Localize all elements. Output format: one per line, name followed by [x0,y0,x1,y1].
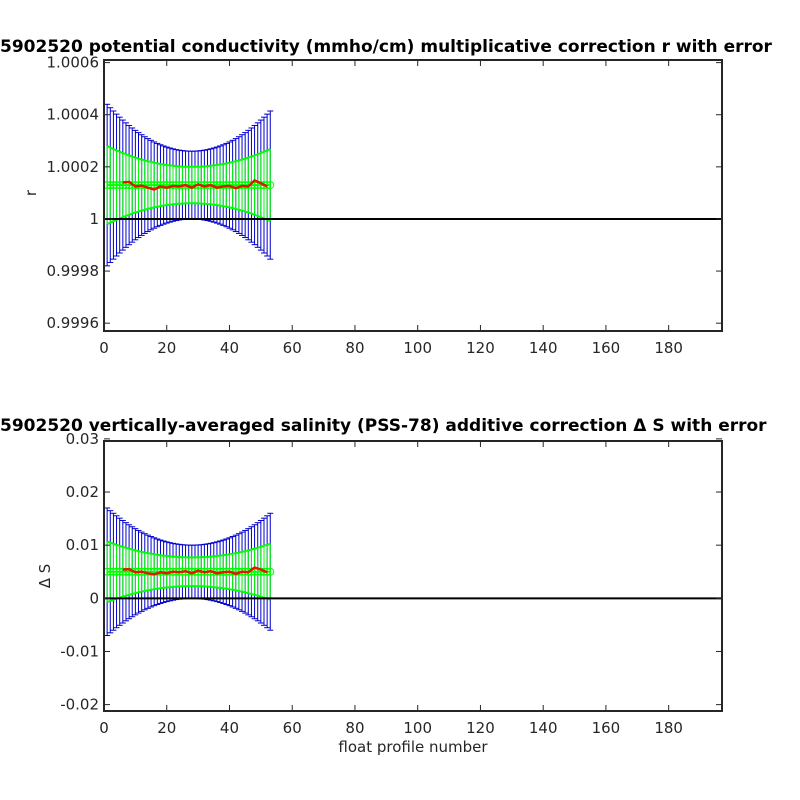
x-axis-label: float profile number [338,738,488,756]
x-tick-label: 180 [654,339,683,357]
conductivity-correction-panel: 5902520 potential conductivity (mmho/cm)… [0,37,773,357]
cal-marker [159,181,168,190]
y-tick-label: 1.0006 [47,54,100,72]
x-tick-label: 20 [157,719,176,737]
cal-marker [216,181,225,190]
cal-marker [115,181,124,190]
cal-marker [128,181,137,190]
cal-marker [106,567,115,576]
cal-error-envelope [106,202,271,226]
cal-marker [112,567,121,576]
cal-error-envelope [106,540,271,559]
cal-marker [115,567,124,576]
panel-title: 5902520 vertically-averaged salinity (PS… [0,416,767,436]
x-tick-label: 120 [466,719,495,737]
y-tick-label: 0.03 [66,430,99,448]
x-tick-label: 140 [529,339,558,357]
plot-marks: 0 20 40 60 80 100 120 140 160 180 -0.02 -0.01 0 0.01 0… [60,430,723,737]
y-tick-label: 1.0004 [47,106,100,124]
plot-marks: 0 20 40 60 80 100 120 140 160 180 0.9996 0.9998 1 1.0… [47,54,723,357]
y-tick-label: 0.01 [66,536,99,554]
y-axis-label: Δ S [36,564,54,589]
cal-marker [147,567,156,576]
y-tick-label: 0.02 [66,483,99,501]
cal-error-envelope [106,145,271,168]
x-tick-label: 180 [654,719,683,737]
cal-marker [259,567,268,576]
cal-marker [156,181,165,190]
y-tick-label: 1.0002 [47,158,100,176]
x-tick-label: 100 [403,719,432,737]
x-tick-label: 60 [283,719,302,737]
y-tick-label: 1 [89,210,99,228]
y-tick-label: 0.9996 [47,314,100,332]
y-tick-label: -0.02 [60,696,99,714]
cal-marker [259,181,268,190]
y-axis-label: r [22,189,40,196]
x-tick-label: 80 [345,719,364,737]
panel-title: 5902520 potential conductivity (mmho/cm)… [0,37,773,57]
x-tick-label: 0 [99,339,109,357]
x-tick-label: 40 [220,339,239,357]
x-tick-label: 20 [157,339,176,357]
y-tick-label: 0 [89,589,99,607]
x-tick-label: 80 [345,339,364,357]
x-tick-label: 60 [283,339,302,357]
correction-line [122,566,268,576]
cal-marker [109,567,118,576]
cal-error-envelope [106,585,271,603]
cal-marker [118,567,127,576]
correction-line [122,178,268,191]
x-tick-label: 140 [529,719,558,737]
salinity-correction-panel: 5902520 vertically-averaged salinity (PS… [0,416,767,756]
cal-marker [109,181,118,190]
x-tick-label: 120 [466,339,495,357]
y-tick-label: 0.9998 [47,262,100,280]
axes-box [103,440,723,712]
x-tick-label: 160 [592,339,621,357]
x-tick-label: 40 [220,719,239,737]
x-tick-label: 160 [592,719,621,737]
x-tick-label: 0 [99,719,109,737]
cal-marker [112,181,121,190]
y-tick-label: -0.01 [60,642,99,660]
cal-marker [106,181,115,190]
x-tick-label: 100 [403,339,432,357]
axes-box [103,59,723,332]
